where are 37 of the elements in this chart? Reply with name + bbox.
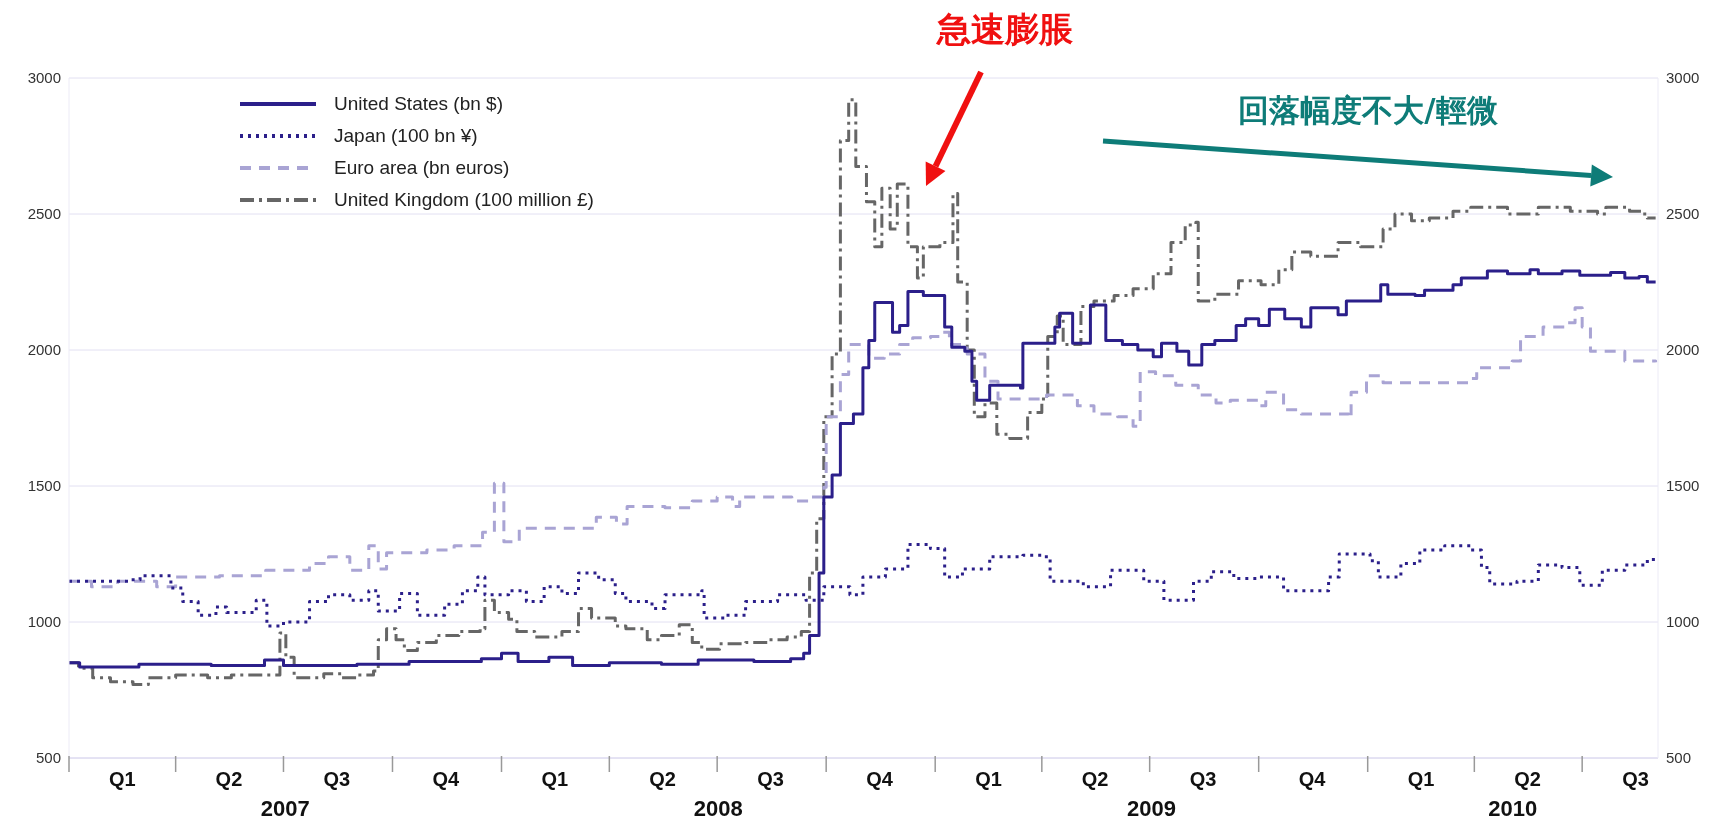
x-tick-label: Q4 xyxy=(1298,768,1327,790)
legend-label: United Kingdom (100 million £) xyxy=(334,188,594,212)
y2-tick-label: 2000 xyxy=(1666,341,1700,359)
text: 2009 xyxy=(1126,796,1176,821)
text: 2007 xyxy=(260,796,310,821)
text: 2010 xyxy=(1488,796,1538,821)
text: 2008 xyxy=(693,796,743,821)
x-tick-label: Q1 xyxy=(108,768,136,790)
y2-tick-label: 1000 xyxy=(1666,613,1700,631)
x-tick-label: Q3 xyxy=(1622,768,1649,790)
annotation: 回落幅度不大/輕微 xyxy=(1238,91,1499,128)
y-tick-label: 2500 xyxy=(27,205,61,223)
x-tick-label: Q2 xyxy=(215,768,243,790)
x-tick-label: Q3 xyxy=(757,768,784,790)
x-tick-label: Q2 xyxy=(1514,768,1541,790)
x-tick-label: Q1 xyxy=(1407,768,1435,790)
x-tick-label: Q2 xyxy=(1081,768,1109,790)
y2-tick-label: 2500 xyxy=(1666,205,1700,223)
y-tick-label: 1500 xyxy=(27,477,61,495)
x-tick-label: Q3 xyxy=(1189,768,1217,790)
x-tick-label: Q1 xyxy=(541,768,569,790)
y2-tick-label: 1500 xyxy=(1666,477,1700,495)
y-tick-label: 500 xyxy=(35,749,61,767)
x-tick-label: Q2 xyxy=(649,768,676,790)
y2-tick-label: 3000 xyxy=(1666,69,1700,87)
y-tick-label: 3000 xyxy=(27,69,61,87)
x-tick-label: Q3 xyxy=(323,768,351,790)
x-tick-label: Q1 xyxy=(975,768,1002,790)
legend-label: Japan (100 bn ¥) xyxy=(334,124,478,148)
x-tick-label: Q4 xyxy=(866,768,894,790)
legend-label: Euro area (bn euros) xyxy=(334,156,510,180)
y-tick-label: 1000 xyxy=(27,613,61,631)
x-tick-label: Q4 xyxy=(432,768,461,790)
legend-label: United States (bn $) xyxy=(334,92,503,116)
text: 急速膨脹 xyxy=(935,9,1073,49)
y2-tick-label: 500 xyxy=(1666,749,1692,767)
y-tick-label: 2000 xyxy=(27,341,61,359)
